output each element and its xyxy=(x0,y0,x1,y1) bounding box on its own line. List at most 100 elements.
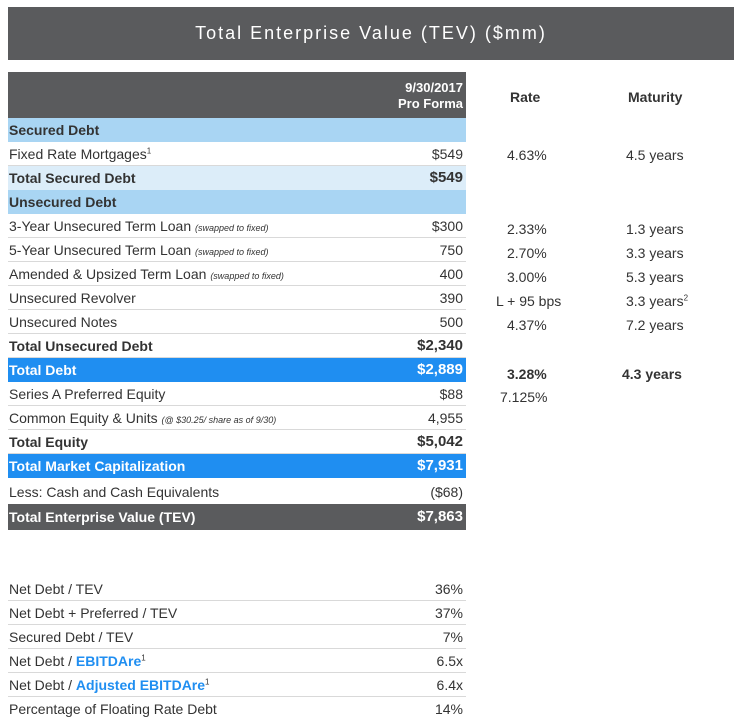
row-label: Total Debt xyxy=(9,362,77,378)
row-label: Series A Preferred Equity xyxy=(9,386,166,402)
column-proforma: Pro Forma xyxy=(397,96,463,111)
maturity-fixed-rate-mortgages: 4.5 years xyxy=(626,147,684,163)
ratio-net-debt-pref-tev: Net Debt + Preferred / TEV 37% xyxy=(8,601,466,625)
rate-unsecured-notes: 4.37% xyxy=(507,317,547,333)
row-unsecured-notes: Unsecured Notes 500 xyxy=(8,310,466,334)
row-value: 6.5x xyxy=(436,653,463,669)
maturity-amended-term-loan: 5.3 years xyxy=(626,269,684,285)
row-total-equity: Total Equity $5,042 xyxy=(8,430,466,454)
row-value: $549 xyxy=(431,146,463,162)
row-note: (swapped to fixed) xyxy=(195,247,269,257)
row-label: Common Equity & Units (@ $30.25/ share a… xyxy=(9,410,277,426)
row-label: Unsecured Revolver xyxy=(9,290,136,306)
row-total-market-cap: Total Market Capitalization $7,931 xyxy=(8,454,466,478)
section-unsecured-debt: Unsecured Debt xyxy=(8,190,466,214)
row-label: 5-Year Unsecured Term Loan (swapped to f… xyxy=(9,242,269,258)
row-value: $7,863 xyxy=(417,508,463,525)
ratio-floating-rate: Percentage of Floating Rate Debt 14% xyxy=(8,697,466,721)
row-label: Secured Debt / TEV xyxy=(9,629,134,645)
ratio-net-debt-ebitdare: Net Debt / EBITDAre1 6.5x xyxy=(8,649,466,673)
maturity-term-loan-3yr: 1.3 years xyxy=(626,221,684,237)
rate-term-loan-5yr: 2.70% xyxy=(507,245,547,261)
maturity-unsecured-notes: 7.2 years xyxy=(626,317,684,333)
ebitdare-link: EBITDAre xyxy=(75,653,142,669)
row-label: Total Unsecured Debt xyxy=(9,338,153,354)
rate-total-debt: 3.28% xyxy=(507,366,547,382)
column-date: 9/30/2017 xyxy=(405,80,463,95)
ratio-net-debt-tev: Net Debt / TEV 36% xyxy=(8,577,466,601)
row-label: Unsecured Notes xyxy=(9,314,118,330)
row-label: Net Debt / TEV xyxy=(9,581,103,597)
row-total-secured-debt: Total Secured Debt $549 xyxy=(8,166,466,190)
row-value: $2,889 xyxy=(417,361,463,378)
rate-amended-term-loan: 3.00% xyxy=(507,269,547,285)
row-label: Total Enterprise Value (TEV) xyxy=(9,509,196,525)
rate-unsecured-revolver: L + 95 bps xyxy=(496,293,562,309)
ratio-net-debt-adj-ebitdare: Net Debt / Adjusted EBITDAre1 6.4x xyxy=(8,673,466,697)
rate-fixed-rate-mortgages: 4.63% xyxy=(507,147,547,163)
footnote-marker: 1 xyxy=(205,677,210,687)
row-value: 500 xyxy=(439,314,463,330)
row-value: 750 xyxy=(439,242,463,258)
section-secured-debt: Secured Debt xyxy=(8,118,466,142)
rate-term-loan-3yr: 2.33% xyxy=(507,221,547,237)
row-value: 400 xyxy=(439,266,463,282)
maturity-unsecured-revolver: 3.3 years2 xyxy=(626,293,689,309)
row-label: Total Equity xyxy=(9,434,89,450)
row-label: Secured Debt xyxy=(9,122,100,138)
row-value: 37% xyxy=(434,605,463,621)
maturity-header: Maturity xyxy=(628,89,683,105)
row-note: (@ $30.25/ share as of 9/30) xyxy=(161,415,277,425)
maturity-term-loan-5yr: 3.3 years xyxy=(626,245,684,261)
row-total-unsecured-debt: Total Unsecured Debt $2,340 xyxy=(8,334,466,358)
row-value: 7% xyxy=(442,629,463,645)
footnote-marker: 1 xyxy=(141,653,146,663)
row-value: $7,931 xyxy=(417,457,463,474)
row-value: $549 xyxy=(429,169,463,186)
row-unsecured-revolver: Unsecured Revolver 390 xyxy=(8,286,466,310)
row-label: Net Debt / Adjusted EBITDAre1 xyxy=(9,677,210,693)
row-term-loan-5yr: 5-Year Unsecured Term Loan (swapped to f… xyxy=(8,238,466,262)
page-title: Total Enterprise Value (TEV) ($mm) xyxy=(8,7,734,60)
row-value: $88 xyxy=(439,386,463,402)
row-value: $5,042 xyxy=(417,433,463,450)
row-label: Less: Cash and Cash Equivalents xyxy=(9,484,220,500)
row-value: $2,340 xyxy=(417,337,463,354)
row-tev: Total Enterprise Value (TEV) $7,863 xyxy=(8,504,466,530)
row-value: $300 xyxy=(431,218,463,234)
row-label: Amended & Upsized Term Loan (swapped to … xyxy=(9,266,284,282)
row-less-cash: Less: Cash and Cash Equivalents ($68) xyxy=(8,478,466,504)
row-amended-term-loan: Amended & Upsized Term Loan (swapped to … xyxy=(8,262,466,286)
row-note: (swapped to fixed) xyxy=(195,223,269,233)
ratio-secured-debt-tev: Secured Debt / TEV 7% xyxy=(8,625,466,649)
row-series-a-preferred: Series A Preferred Equity $88 xyxy=(8,382,466,406)
row-value: 390 xyxy=(439,290,463,306)
row-value: ($68) xyxy=(430,484,463,500)
adjusted-ebitdare-link: Adjusted EBITDAre xyxy=(75,677,206,693)
maturity-total-debt: 4.3 years xyxy=(622,366,682,382)
rate-series-a-preferred: 7.125% xyxy=(500,389,548,405)
row-label: Unsecured Debt xyxy=(9,194,117,210)
row-label: Fixed Rate Mortgages1 xyxy=(9,146,152,162)
row-common-equity: Common Equity & Units (@ $30.25/ share a… xyxy=(8,406,466,430)
row-label: Net Debt / EBITDAre1 xyxy=(9,653,146,669)
row-value: 4,955 xyxy=(427,410,463,426)
footnote-marker: 1 xyxy=(146,146,152,156)
tev-table: 9/30/2017 Pro Forma Secured Debt Fixed R… xyxy=(8,72,466,721)
row-note: (swapped to fixed) xyxy=(210,271,284,281)
row-fixed-rate-mortgages: Fixed Rate Mortgages1 $549 xyxy=(8,142,466,166)
row-label: Net Debt + Preferred / TEV xyxy=(9,605,178,621)
table-header: 9/30/2017 Pro Forma xyxy=(8,72,466,118)
row-label: Total Market Capitalization xyxy=(9,458,186,474)
row-value: 36% xyxy=(434,581,463,597)
footnote-marker: 2 xyxy=(683,293,689,303)
row-total-debt: Total Debt $2,889 xyxy=(8,358,466,382)
row-label: 3-Year Unsecured Term Loan (swapped to f… xyxy=(9,218,269,234)
row-label: Percentage of Floating Rate Debt xyxy=(9,701,217,717)
spacer xyxy=(8,530,466,577)
row-label: Total Secured Debt xyxy=(9,170,136,186)
row-term-loan-3yr: 3-Year Unsecured Term Loan (swapped to f… xyxy=(8,214,466,238)
row-value: 14% xyxy=(434,701,463,717)
row-value: 6.4x xyxy=(436,677,463,693)
column-header-proforma: 9/30/2017 Pro Forma xyxy=(398,80,463,112)
